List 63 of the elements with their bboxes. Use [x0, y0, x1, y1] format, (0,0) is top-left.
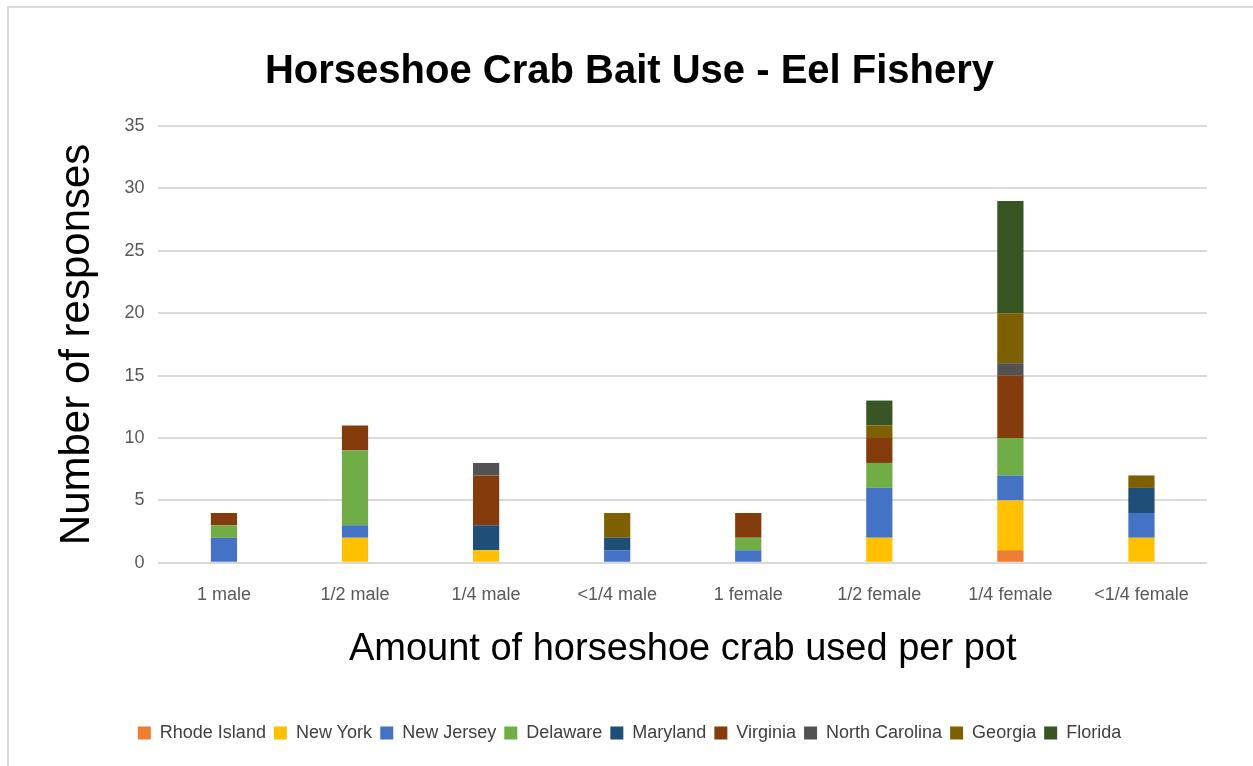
bar [341, 425, 369, 451]
bar [210, 537, 238, 562]
bar [604, 537, 631, 551]
legend-label: New Jersey [402, 721, 497, 742]
bar [1128, 537, 1155, 562]
x-axis-title: Amount of horseshoe crab used per pot [348, 625, 1017, 668]
legend-label: Virginia [736, 721, 798, 742]
bar [473, 525, 500, 551]
legend-label: Rhode Island [159, 721, 266, 742]
legend-label: Maryland [632, 721, 707, 742]
bar [866, 438, 893, 463]
bar [604, 550, 631, 562]
x-tick-label: 1/4 male [451, 583, 521, 604]
bar [473, 550, 500, 562]
bar [473, 475, 500, 526]
legend-label: Delaware [526, 721, 603, 742]
bar [997, 500, 1024, 551]
x-tick-label: 1 female [713, 583, 783, 604]
bar [997, 363, 1024, 376]
x-tick-label: <1/4 female [1094, 583, 1189, 604]
bar [341, 450, 369, 526]
x-tick-label: 1/2 male [320, 583, 390, 604]
x-tick-label: 1/4 female [968, 583, 1053, 604]
bar [210, 512, 238, 526]
y-tick-label: 5 [134, 489, 145, 510]
bar [997, 475, 1024, 501]
bar [997, 200, 1024, 314]
bar [604, 512, 631, 538]
y-tick-label: 35 [124, 114, 145, 135]
y-tick-label: 30 [124, 177, 145, 198]
y-tick-label: 0 [134, 551, 145, 572]
legend-label: New York [295, 721, 373, 742]
y-tick-label: 25 [124, 239, 145, 260]
bar [997, 438, 1024, 476]
y-axis-title: Number of responses [50, 143, 98, 546]
y-tick-label: 20 [124, 302, 145, 323]
legend-label: North Carolina [826, 721, 944, 742]
bar [866, 462, 893, 488]
y-tick-label: 10 [124, 426, 145, 447]
legend-label: Florida [1066, 721, 1123, 742]
bar [997, 375, 1024, 438]
bar [866, 537, 893, 562]
bar [735, 512, 762, 538]
chart-title: Horseshoe Crab Bait Use - Eel Fishery [264, 47, 995, 92]
bar [735, 550, 762, 562]
bar [341, 525, 369, 538]
x-tick-label: 1 male [196, 583, 251, 604]
bar [997, 313, 1024, 364]
bar [997, 550, 1024, 562]
bar [866, 425, 893, 438]
bar [1128, 475, 1155, 488]
bar [1128, 487, 1155, 513]
bar [866, 400, 893, 426]
bar [341, 537, 369, 562]
bar [210, 525, 238, 538]
bar [735, 537, 762, 551]
x-tick-label: <1/4 male [577, 583, 657, 604]
x-tick-label: 1/2 female [837, 583, 922, 604]
bar [473, 462, 500, 476]
bar [866, 487, 893, 538]
legend-label: Georgia [972, 721, 1038, 742]
bar [1128, 512, 1155, 538]
y-tick-label: 15 [124, 364, 145, 385]
